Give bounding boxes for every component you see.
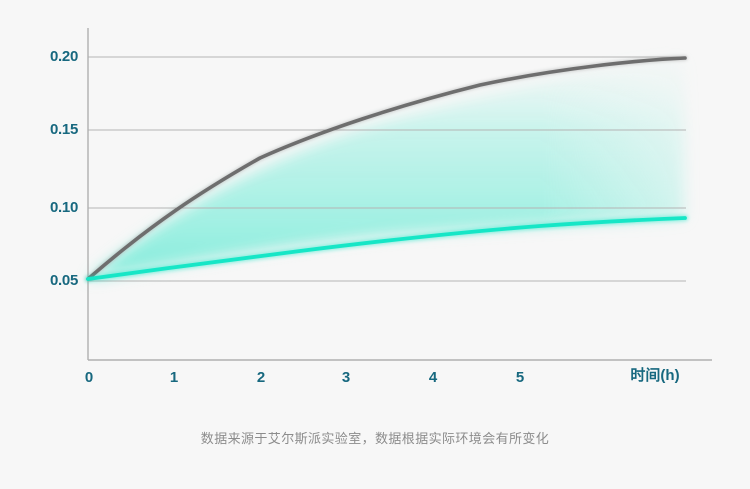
xaxis-title: 时间(h) xyxy=(630,367,680,384)
ytick-label-010: 0.10 xyxy=(50,199,78,216)
xtick-label-0: 0 xyxy=(84,369,94,386)
axis-lines xyxy=(87,28,712,361)
xtick-label-5: 5 xyxy=(515,369,525,386)
ytick-label-005: 0.05 xyxy=(50,272,78,289)
gridlines xyxy=(88,56,686,282)
chart-svg xyxy=(84,28,712,361)
series-gray-curve xyxy=(85,55,688,282)
glow-band xyxy=(88,58,685,279)
xtick-label-2: 2 xyxy=(256,369,266,386)
series-cyan-curve xyxy=(84,214,689,283)
xtick-label-1: 1 xyxy=(169,369,179,386)
xtick-label-3: 3 xyxy=(341,369,351,386)
xtick-label-4: 4 xyxy=(428,369,438,386)
chart-plot-area: 0.20 0.15 0.10 0.05 0 1 2 3 4 5 时间(h) xyxy=(50,28,712,386)
ytick-label-020: 0.20 xyxy=(50,48,78,65)
source-note: 数据来源于艾尔斯派实验室，数据根据实际环境会有所变化 xyxy=(200,431,550,446)
ytick-label-015: 0.15 xyxy=(50,121,78,138)
